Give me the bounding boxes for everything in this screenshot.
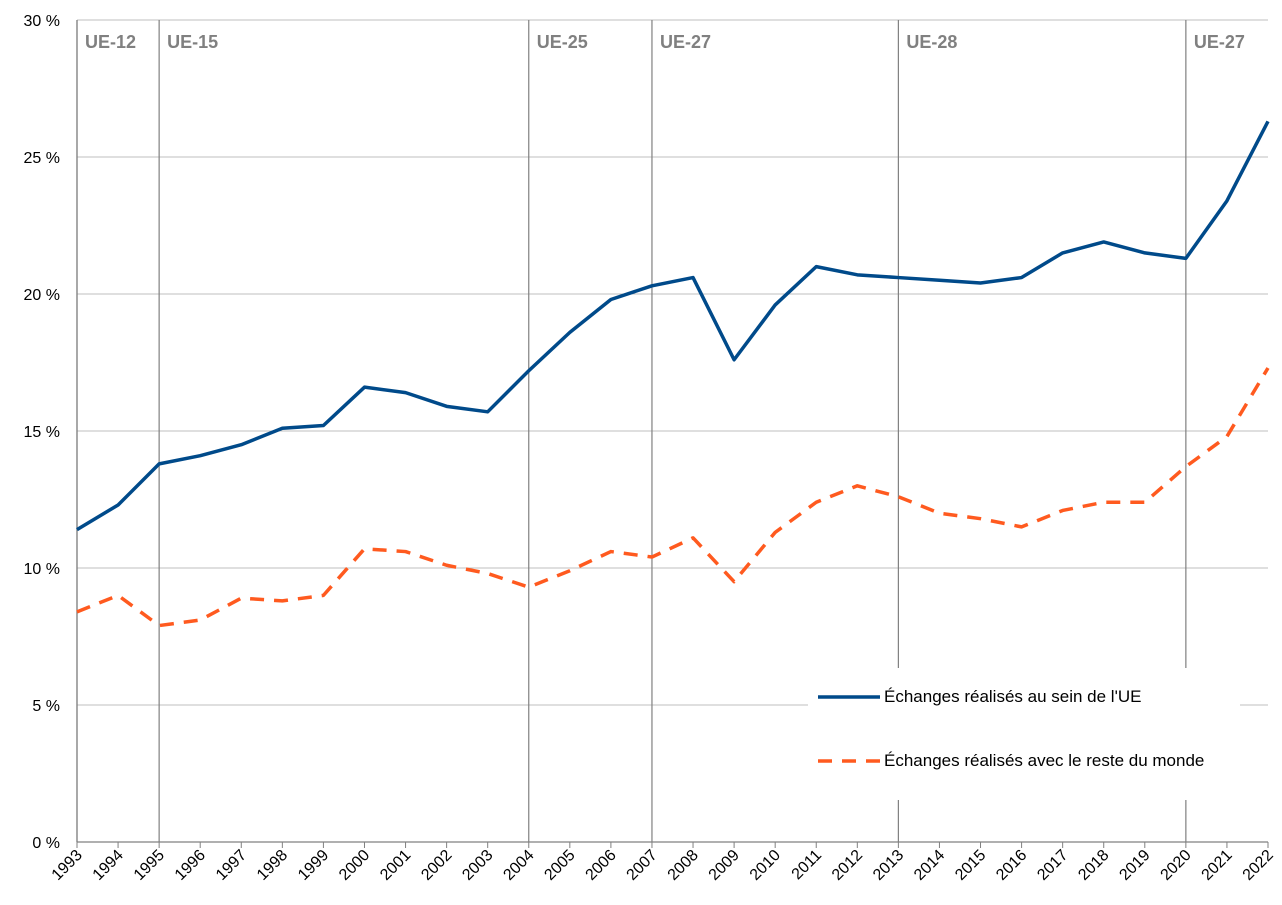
y-tick-label: 5 % [32,698,60,715]
legend-label: Échanges réalisés au sein de l'UE [884,687,1142,706]
x-tick-label: 1993 [49,847,86,884]
x-tick-label: 2021 [1199,847,1236,884]
x-tick-label: 2013 [870,847,907,884]
x-tick-label: 2018 [1075,847,1112,884]
x-tick-label: 2009 [706,847,743,884]
legend-swatch [818,759,880,763]
x-tick-label: 2020 [1158,847,1195,884]
x-tick-label: 2003 [459,847,496,884]
y-tick-label: 15 % [24,424,60,441]
era-label: UE-28 [906,32,957,52]
x-tick-label: 2015 [952,847,989,884]
x-tick-label: 2010 [747,847,784,884]
era-label: UE-15 [167,32,218,52]
x-tick-label: 2012 [829,847,866,884]
era-label: UE-27 [1194,32,1245,52]
legend-item: Échanges réalisés au sein de l'UE [816,686,1234,708]
x-tick-label: 2016 [993,847,1030,884]
x-tick-label: 1995 [131,847,168,884]
x-tick-label: 2004 [500,847,537,884]
legend-label: Échanges réalisés avec le reste du monde [884,751,1205,770]
y-tick-label: 0 % [32,835,60,852]
x-tick-label: 2022 [1240,847,1277,884]
x-tick-label: 2011 [789,847,825,883]
series-line [76,120,1270,532]
x-tick-label: 2005 [541,847,578,884]
era-label: UE-27 [660,32,711,52]
x-tick-label: 1996 [172,847,209,884]
x-tick-label: 1994 [90,847,127,884]
x-tick-label: 2000 [336,847,373,884]
legend-item: Échanges réalisés avec le reste du monde [816,750,1234,772]
x-tick-label: 2017 [1034,847,1071,884]
legend: Échanges réalisés au sein de l'UE Échange… [808,668,1240,800]
x-tick-label: 2002 [418,847,455,884]
y-tick-label: 10 % [24,561,60,578]
x-tick-label: 2019 [1116,847,1153,884]
era-label: UE-12 [85,32,136,52]
x-tick-label: 1999 [295,847,332,884]
x-tick-label: 1998 [254,847,291,884]
x-tick-label: 2008 [665,847,702,884]
era-label: UE-25 [537,32,588,52]
y-tick-label: 25 % [24,150,60,167]
legend-swatch [818,695,880,699]
series-line [76,367,1270,628]
y-tick-label: 30 % [24,13,60,30]
x-tick-label: 2014 [911,847,948,884]
x-tick-label: 1997 [213,847,250,884]
x-tick-label: 2007 [624,847,661,884]
x-tick-label: 2006 [583,847,620,884]
y-tick-label: 20 % [24,287,60,304]
x-tick-label: 2001 [377,847,414,884]
